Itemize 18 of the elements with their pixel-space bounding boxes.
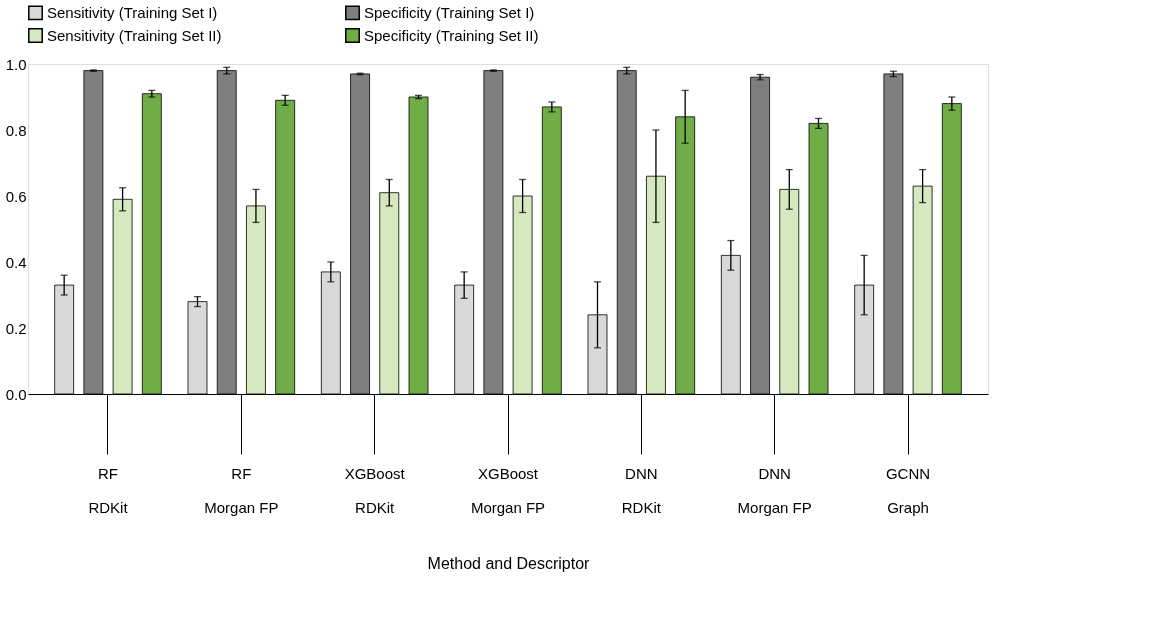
legend-label: Specificity (Training Set I) bbox=[364, 3, 535, 21]
x-tick-label: DNN Morgan FP bbox=[737, 464, 812, 516]
x-tick-label: RF Morgan FP bbox=[204, 464, 279, 516]
legend-label: Sensitivity (Training Set I) bbox=[47, 3, 218, 21]
y-tick-label: 0.0 bbox=[5, 385, 27, 403]
x-axis-title: Method and Descriptor bbox=[427, 554, 591, 572]
x-tick-label: RF RDKit bbox=[88, 464, 129, 516]
y-tick-label: 0.6 bbox=[5, 187, 27, 205]
x-tick-label: GCNN Graph bbox=[885, 464, 931, 516]
x-tick-label: XGBoost RDKit bbox=[344, 464, 406, 516]
x-tick-label: XGBoost Morgan FP bbox=[470, 464, 546, 516]
y-tick-label: 1.0 bbox=[5, 55, 27, 73]
x-tick-label: DNN RDKit bbox=[621, 464, 662, 516]
y-tick-label: 0.2 bbox=[5, 319, 27, 337]
y-tick-label: 0.4 bbox=[5, 253, 27, 271]
legend-label: Specificity (Training Set II) bbox=[364, 26, 539, 44]
y-tick-label: 0.8 bbox=[5, 121, 27, 139]
legend-label: Sensitivity (Training Set II) bbox=[47, 26, 222, 44]
